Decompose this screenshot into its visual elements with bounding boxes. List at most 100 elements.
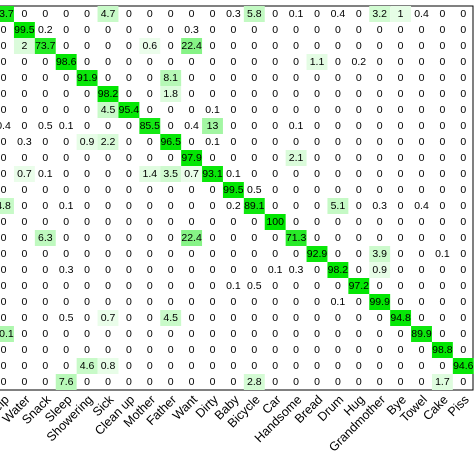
cell-value: 0: [272, 8, 278, 20]
cell-value: 0: [21, 280, 27, 292]
cell-value: 0: [230, 40, 236, 52]
cell-value: 0: [460, 232, 466, 244]
cell: [13, 38, 35, 54]
cell-value: 0: [21, 72, 27, 84]
cell-value: 0: [439, 40, 445, 52]
cell-value: 0: [63, 328, 69, 340]
cell-value: 0: [126, 360, 132, 372]
cell-value: 0: [147, 296, 153, 308]
cell-value: 0: [272, 200, 278, 212]
cell-value: 0.2: [226, 200, 241, 212]
cell-value: 85.5: [140, 120, 161, 132]
cell-value: 0: [147, 136, 153, 148]
cell-value: 0: [63, 8, 69, 20]
cell-value: 3.9: [372, 248, 387, 260]
cell-value: 0: [63, 216, 69, 228]
cell-value: 0: [439, 264, 445, 276]
cell-value: 0: [168, 296, 174, 308]
cell-value: 0: [356, 88, 362, 100]
cell: [243, 374, 265, 390]
cell-value: 0: [1, 24, 7, 36]
cell-value: 0: [314, 88, 320, 100]
cell-value: 0: [147, 72, 153, 84]
cell: [139, 118, 161, 134]
cell-value: 0: [189, 328, 195, 340]
cell-value: 97.2: [349, 280, 370, 292]
cell-value: 0: [439, 24, 445, 36]
cell: [55, 374, 77, 390]
cell-value: 0: [272, 24, 278, 36]
cell-value: 0: [84, 184, 90, 196]
cell-value: 91.9: [77, 72, 98, 84]
cell-value: 0: [63, 88, 69, 100]
cell-value: 0: [189, 360, 195, 372]
cell-value: 0: [126, 56, 132, 68]
cell: [0, 326, 14, 342]
cell-value: 0: [356, 344, 362, 356]
cell-value: 0: [272, 296, 278, 308]
cell-value: 0.8: [101, 360, 116, 372]
cell-value: 0: [356, 216, 362, 228]
cell-value: 0: [1, 296, 7, 308]
cell-value: 0: [251, 328, 257, 340]
cell-value: 0: [460, 136, 466, 148]
cell-value: 0: [272, 104, 278, 116]
cell-value: 0: [272, 168, 278, 180]
cell-value: 3.5: [163, 168, 178, 180]
cell-value: 0: [439, 296, 445, 308]
cell-value: 0: [1, 360, 7, 372]
cell-value: 0: [126, 72, 132, 84]
cell-value: 0.1: [59, 200, 74, 212]
cell: [76, 70, 98, 86]
cell-value: 0: [272, 136, 278, 148]
cell-value: 0: [210, 280, 216, 292]
cell-value: 0: [42, 152, 48, 164]
cell-value: 0: [84, 40, 90, 52]
cell-value: 0: [293, 296, 299, 308]
cell-value: 0: [335, 120, 341, 132]
cell-value: 0: [126, 24, 132, 36]
cell-value: 0: [398, 248, 404, 260]
cell-value: 0: [439, 184, 445, 196]
cell-value: 0: [419, 296, 425, 308]
cell-value: 0.1: [289, 8, 304, 20]
cell: [202, 166, 223, 182]
cell-value: 0: [272, 280, 278, 292]
cell-value: 1.8: [163, 88, 178, 100]
cell-value: 0.7: [101, 312, 116, 324]
cell-value: 0: [251, 120, 257, 132]
cell: [369, 294, 391, 310]
cell-value: 0: [460, 168, 466, 180]
cell-value: 0: [251, 40, 257, 52]
cell-value: 0: [377, 104, 383, 116]
cell-value: 0: [84, 216, 90, 228]
cell: [139, 38, 161, 54]
cell-value: 0: [356, 248, 362, 260]
cell-value: 0: [1, 56, 7, 68]
cell-value: 0: [230, 152, 236, 164]
cell-value: 0: [419, 152, 425, 164]
cell-value: 0: [189, 136, 195, 148]
cell-value: 0: [21, 56, 27, 68]
cell: [97, 102, 119, 118]
cell: [97, 86, 119, 102]
cell-value: 0: [147, 232, 153, 244]
cell-value: 0: [398, 200, 404, 212]
cell-value: 0: [377, 120, 383, 132]
cell-value: 0: [105, 56, 111, 68]
cell-value: 0: [460, 152, 466, 164]
cell: [97, 134, 119, 150]
cell-value: 0: [42, 296, 48, 308]
cell-value: 0: [42, 200, 48, 212]
cell-value: 0: [293, 360, 299, 372]
cell-value: 0: [251, 312, 257, 324]
cell-value: 0: [251, 264, 257, 276]
cell-value: 0: [210, 328, 216, 340]
cell-value: 0: [168, 376, 174, 388]
cell-value: 0: [293, 168, 299, 180]
cell-value: 0: [230, 88, 236, 100]
cell-value: 0: [189, 216, 195, 228]
cell-value: 0: [105, 24, 111, 36]
cell-value: 0: [126, 232, 132, 244]
cell-value: 0: [356, 296, 362, 308]
